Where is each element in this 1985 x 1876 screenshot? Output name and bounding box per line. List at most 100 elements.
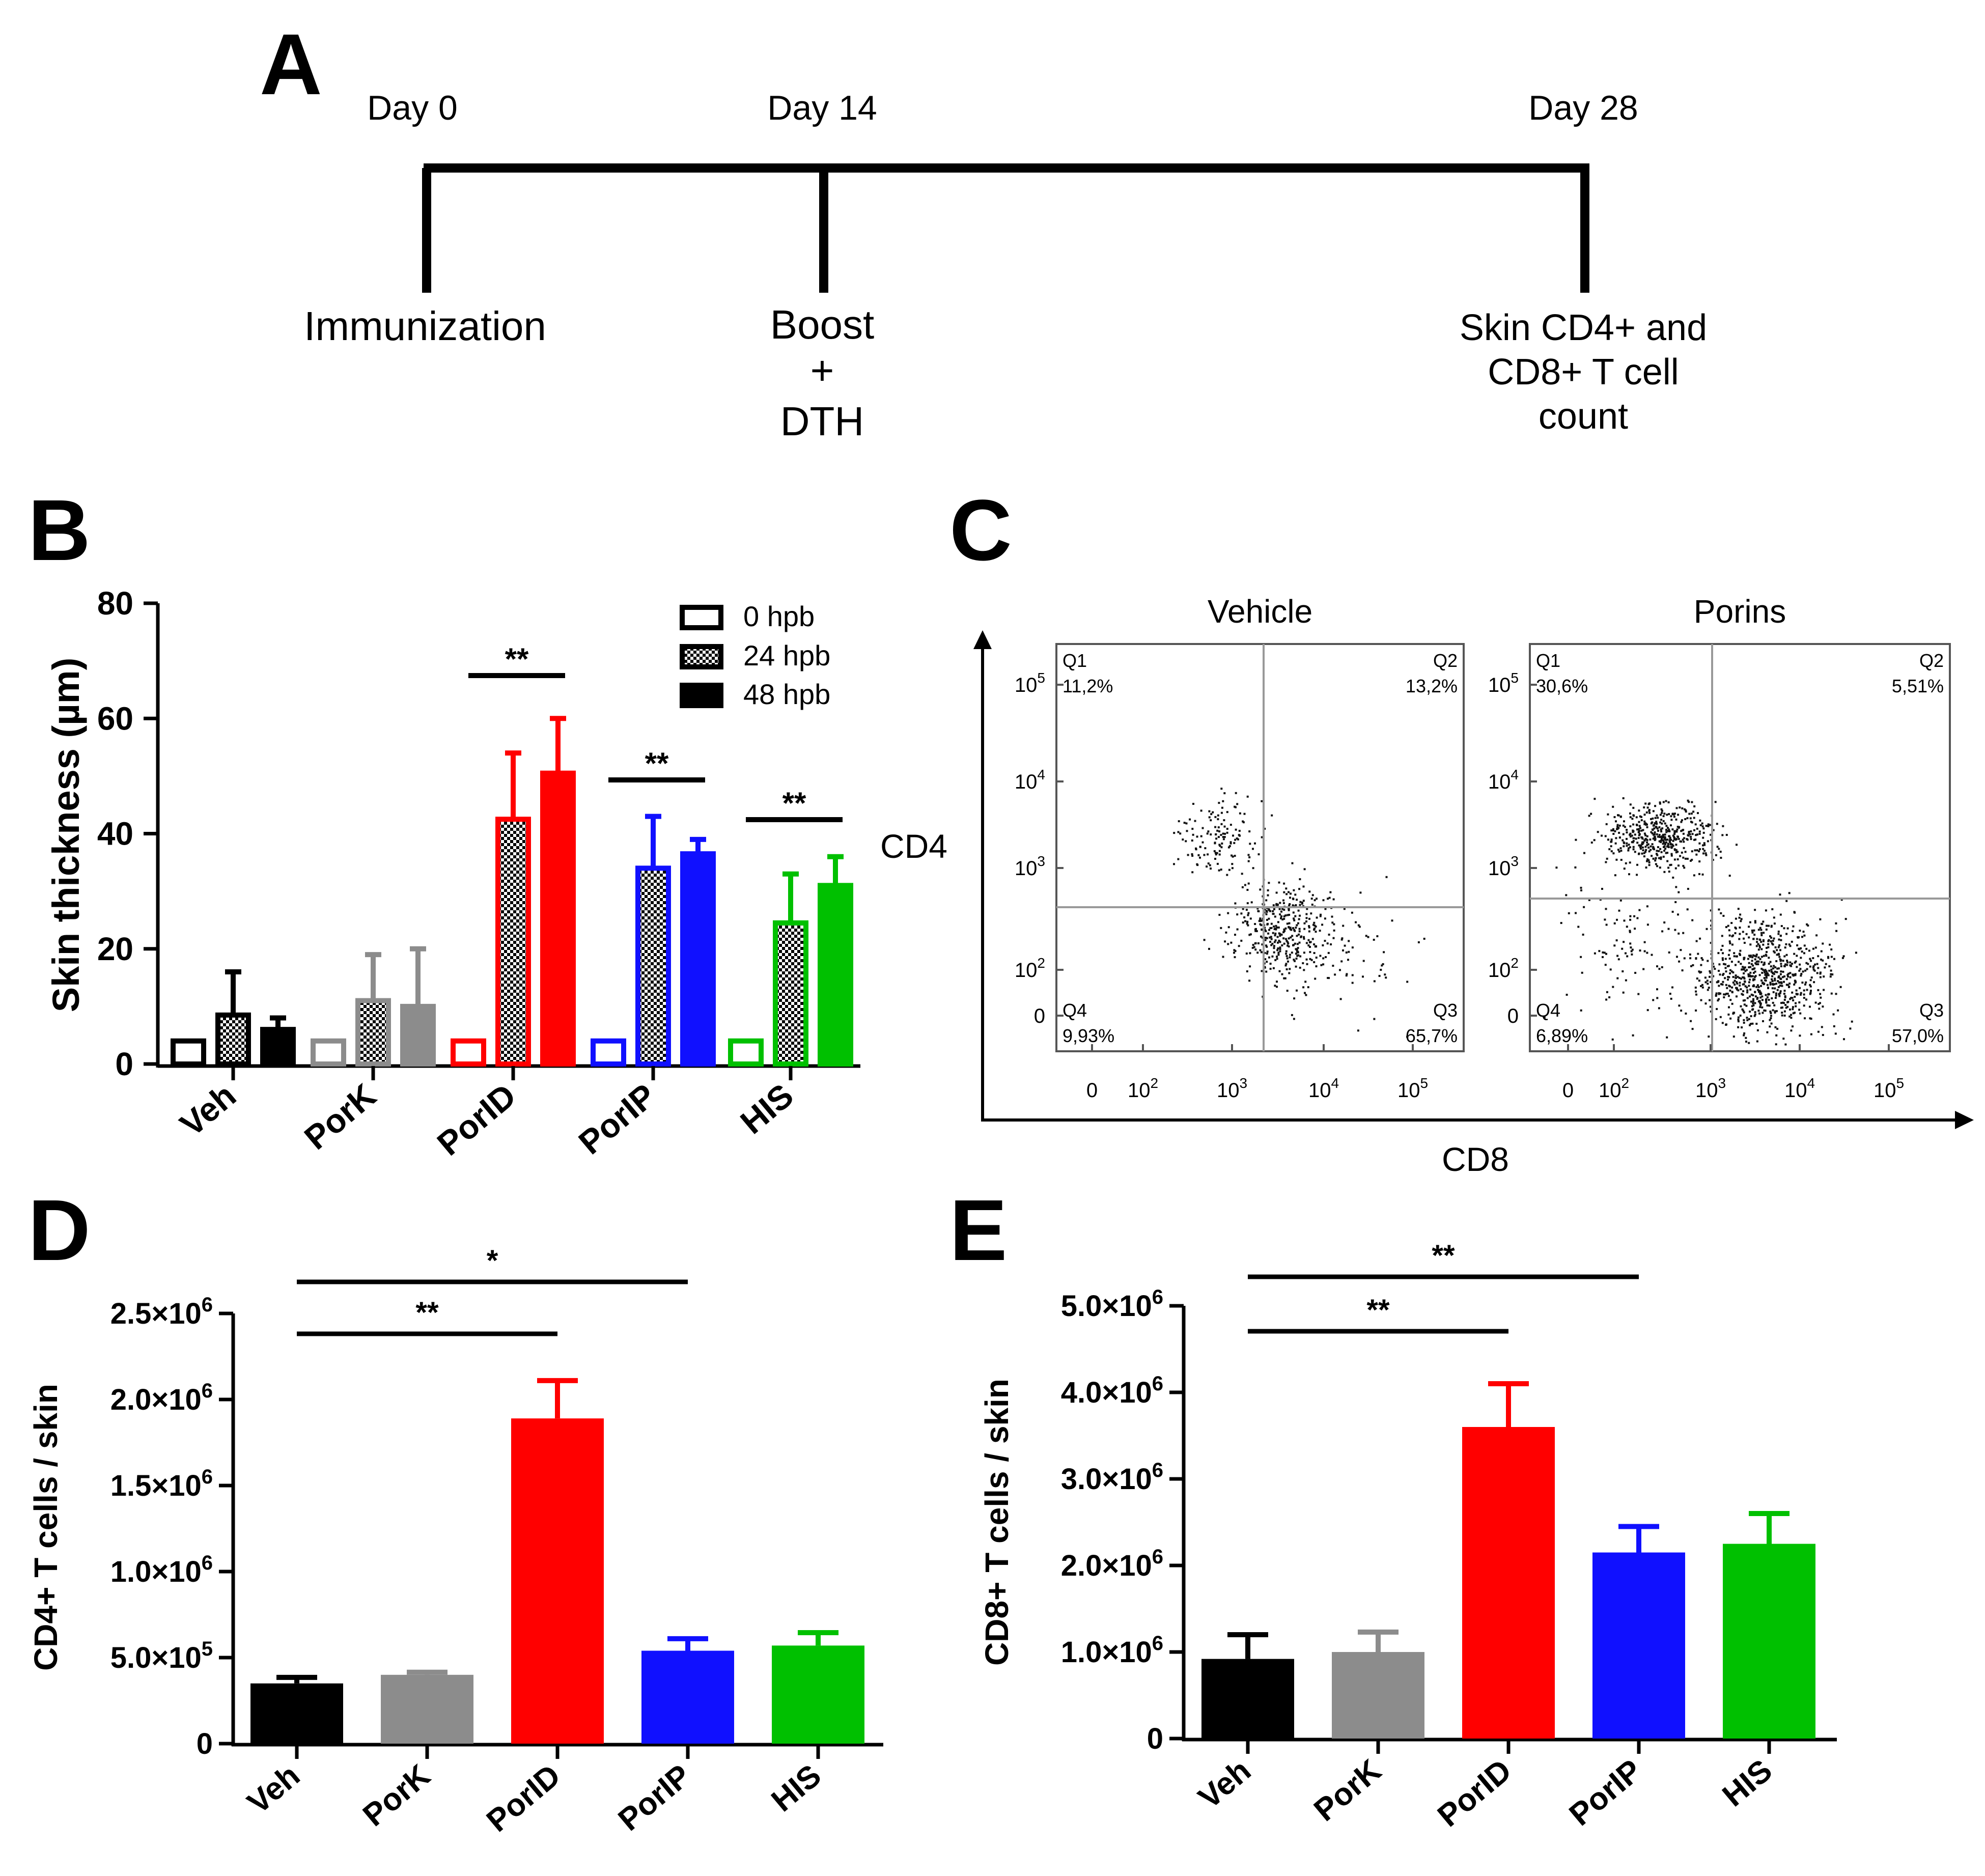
- flow-event-dot: [1701, 873, 1704, 876]
- flow-event-dot: [1298, 918, 1300, 920]
- flow-event-dot: [1283, 928, 1285, 931]
- flow-event-dot: [1779, 982, 1782, 984]
- flow-event-dot: [1283, 942, 1285, 945]
- flow-event-dot: [1806, 989, 1808, 991]
- flow-event-dot: [1754, 976, 1756, 978]
- flow-event-dot: [1830, 992, 1833, 995]
- flow-event-dot: [1378, 975, 1381, 977]
- flow-event-dot: [1683, 957, 1686, 960]
- flow-event-dot: [1681, 969, 1684, 972]
- flow-event-dot: [1222, 832, 1224, 835]
- flow-event-dot: [1345, 951, 1348, 954]
- flow-event-dot: [1796, 944, 1799, 946]
- flow-event-dot: [1662, 835, 1665, 838]
- flow-event-dot: [1799, 930, 1801, 932]
- flow-event-dot: [1748, 926, 1750, 928]
- flow-event-dot: [1674, 867, 1677, 870]
- flow-event-dot: [1693, 838, 1695, 841]
- chart-e-xlabel-his: HIS: [1716, 1753, 1779, 1813]
- readout-line-2: CD8+ T cell: [1488, 352, 1679, 393]
- flow-event-dot: [1738, 916, 1741, 919]
- flow-event-dot: [1233, 949, 1236, 951]
- flow-event-dot: [1313, 921, 1316, 924]
- flow-event-dot: [1839, 986, 1842, 988]
- flow-event-dot: [1646, 841, 1648, 844]
- flow-event-dot: [1720, 912, 1722, 914]
- flow-event-dot: [1285, 968, 1288, 970]
- flow-event-dot: [1316, 916, 1318, 919]
- flow-event-dot: [1224, 832, 1226, 835]
- flow-event-dot: [1270, 938, 1273, 940]
- legend-swatch-24hpb: [680, 644, 723, 669]
- flow-event-dot: [1683, 841, 1685, 843]
- chart-b-legend: 0 hpb 24 hpb 48 hpb: [680, 600, 830, 710]
- flow-event-dot: [1695, 990, 1697, 993]
- flow-event-dot: [1309, 946, 1311, 948]
- flow-event-dot: [1763, 962, 1766, 964]
- flow-event-dot: [1277, 951, 1280, 954]
- flow-event-dot: [1786, 1001, 1789, 1003]
- flow-event-dot: [1709, 999, 1711, 1001]
- flow-event-dot: [1758, 1012, 1760, 1015]
- flow-event-dot: [1291, 935, 1294, 937]
- flow-event-dot: [1264, 939, 1267, 941]
- flow-event-dot: [1782, 970, 1784, 973]
- flow-event-dot: [1288, 908, 1290, 910]
- flow-event-dot: [1778, 993, 1780, 996]
- flow-event-dot: [1291, 951, 1293, 954]
- flow-event-dot: [1696, 827, 1698, 830]
- flow-event-dot: [1273, 925, 1275, 928]
- flow-event-dot: [1753, 934, 1756, 936]
- readout-line-3: count: [1539, 396, 1628, 437]
- flow-event-dot: [1752, 1004, 1755, 1006]
- flow-event-dot: [1649, 845, 1652, 848]
- flow-event-dot: [1718, 963, 1721, 966]
- flow-event-dot: [1842, 955, 1845, 958]
- chart-b-ytick-label-40: 40: [97, 816, 133, 852]
- flow-event-dot: [1791, 963, 1793, 965]
- flow-event-dot: [1607, 813, 1609, 816]
- flow-event-dot: [1305, 917, 1308, 919]
- flow-event-dot: [1313, 928, 1316, 930]
- flow-event-dot: [1833, 1025, 1835, 1027]
- flow-event-dot: [1658, 826, 1661, 828]
- flow-event-dot: [1779, 949, 1781, 951]
- flow-event-dot: [1749, 921, 1751, 923]
- flow-event-dot: [1751, 1005, 1753, 1007]
- flow-event-dot: [1700, 985, 1702, 987]
- flow-event-dot: [1765, 998, 1768, 1000]
- flow-event-dot: [1282, 902, 1285, 904]
- flow-event-dot: [1809, 979, 1812, 982]
- flow-event-dot: [1701, 822, 1703, 825]
- flow-event-dot: [1283, 977, 1285, 979]
- flow-event-dot: [1757, 943, 1759, 945]
- flow-event-dot: [1774, 970, 1776, 973]
- flow-event-dot: [1782, 960, 1784, 962]
- flow-event-dot: [1828, 965, 1831, 968]
- flow-event-dot: [1765, 970, 1768, 972]
- flow-event-dot: [1787, 975, 1789, 978]
- flow-event-dot: [1721, 834, 1724, 836]
- flow-event-dot: [1672, 876, 1674, 879]
- flow-event-dot: [1667, 801, 1670, 803]
- flow-event-dot: [1293, 929, 1296, 931]
- flow-event-dot: [1792, 1025, 1794, 1028]
- flow-quadrant-q1-percent: 30,6%: [1536, 676, 1588, 696]
- flow-event-dot: [1314, 945, 1317, 948]
- flow-event-dot: [1267, 932, 1270, 935]
- flow-event-dot: [1739, 982, 1741, 984]
- flow-event-dot: [1625, 979, 1627, 982]
- flow-event-dot: [1648, 811, 1651, 814]
- flow-event-dot: [1676, 858, 1679, 860]
- flow-event-dot: [1234, 838, 1237, 841]
- flow-event-dot: [1288, 909, 1290, 911]
- flow-event-dot: [1718, 848, 1720, 850]
- flow-event-dot: [1712, 975, 1715, 977]
- flow-event-dot: [1798, 1009, 1801, 1011]
- flow-event-dot: [1646, 858, 1649, 860]
- flow-event-dot: [1809, 958, 1811, 960]
- flow-event-dot: [1618, 909, 1620, 912]
- flow-event-dot: [1786, 961, 1789, 964]
- flow-event-dot: [1758, 974, 1761, 976]
